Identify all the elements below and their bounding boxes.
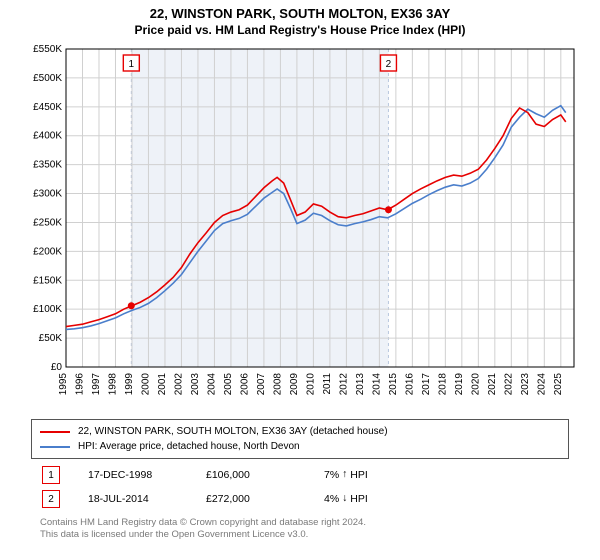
svg-text:2023: 2023 [520,373,531,396]
footer-attribution: Contains HM Land Registry data © Crown c… [40,517,560,542]
marker-badge: 1 [42,466,60,484]
svg-text:2020: 2020 [470,373,481,396]
svg-text:£100K: £100K [33,304,62,315]
svg-text:2025: 2025 [553,373,564,396]
svg-text:1996: 1996 [74,373,85,396]
svg-text:2024: 2024 [536,373,547,396]
svg-text:2004: 2004 [206,373,217,396]
svg-text:£250K: £250K [33,217,62,228]
svg-text:2: 2 [386,59,392,70]
sale-date: 18-JUL-2014 [88,493,178,505]
sale-date: 17-DEC-1998 [88,469,178,481]
svg-text:2010: 2010 [305,373,316,396]
svg-text:£200K: £200K [33,246,62,257]
svg-text:2021: 2021 [487,373,498,396]
svg-text:2005: 2005 [223,373,234,396]
page-title: 22, WINSTON PARK, SOUTH MOLTON, EX36 3AY [10,6,590,21]
svg-text:£150K: £150K [33,275,62,286]
sale-price: £272,000 [206,493,296,505]
marker-badge: 2 [42,490,60,508]
legend-swatch [40,446,70,448]
legend-label: 22, WINSTON PARK, SOUTH MOLTON, EX36 3AY… [78,424,388,439]
svg-text:2022: 2022 [503,373,514,396]
svg-text:2009: 2009 [289,373,300,396]
svg-text:£500K: £500K [33,73,62,84]
svg-text:2011: 2011 [322,373,333,395]
svg-text:1: 1 [129,59,135,70]
legend-item-property: 22, WINSTON PARK, SOUTH MOLTON, EX36 3AY… [40,424,560,439]
svg-text:£450K: £450K [33,102,62,113]
svg-text:£300K: £300K [33,189,62,200]
sale-vs-hpi: 4% ↓ HPI [324,493,414,505]
svg-text:2014: 2014 [371,373,382,396]
legend-box: 22, WINSTON PARK, SOUTH MOLTON, EX36 3AY… [31,419,569,459]
sales-table: 1 17-DEC-1998 £106,000 7% ↑ HPI 2 18-JUL… [40,463,560,511]
svg-text:2002: 2002 [173,373,184,396]
svg-text:£400K: £400K [33,131,62,142]
svg-text:2019: 2019 [454,373,465,396]
svg-text:2017: 2017 [421,373,432,396]
legend-item-hpi: HPI: Average price, detached house, Nort… [40,439,560,454]
legend-label: HPI: Average price, detached house, Nort… [78,439,300,454]
price-chart: £0 £50K £100K £150K £200K £250K £300K £350K £400… [20,43,580,413]
svg-text:2015: 2015 [388,373,399,396]
arrow-icon: ↑ [342,468,347,480]
svg-text:2006: 2006 [239,373,250,396]
svg-text:2013: 2013 [355,373,366,396]
svg-text:1995: 1995 [58,373,69,396]
sale-vs-hpi: 7% ↑ HPI [324,469,414,481]
sale-row: 1 17-DEC-1998 £106,000 7% ↑ HPI [40,463,560,487]
svg-text:2007: 2007 [256,373,267,396]
svg-text:2016: 2016 [404,373,415,396]
svg-text:2001: 2001 [157,373,168,396]
svg-text:1997: 1997 [91,373,102,396]
svg-text:2018: 2018 [437,373,448,396]
footer-line: Contains HM Land Registry data © Crown c… [40,517,560,529]
svg-text:2000: 2000 [140,373,151,396]
svg-text:£350K: £350K [33,160,62,171]
page-subtitle: Price paid vs. HM Land Registry's House … [10,23,590,37]
sale-row: 2 18-JUL-2014 £272,000 4% ↓ HPI [40,487,560,511]
sale-price: £106,000 [206,469,296,481]
svg-text:2003: 2003 [190,373,201,396]
legend-swatch [40,431,70,433]
footer-line: This data is licensed under the Open Gov… [40,529,560,541]
svg-text:1999: 1999 [124,373,135,396]
svg-text:1998: 1998 [107,373,118,396]
svg-text:£50K: £50K [39,333,63,344]
svg-text:£0: £0 [51,362,63,373]
svg-text:2012: 2012 [338,373,349,396]
svg-text:£550K: £550K [33,44,62,55]
svg-text:2008: 2008 [272,373,283,396]
arrow-icon: ↓ [342,492,347,504]
